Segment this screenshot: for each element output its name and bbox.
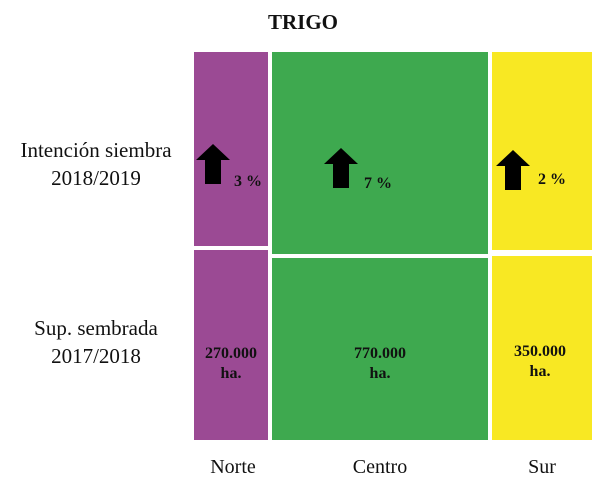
cell-sur-superficie: 350.000 ha. xyxy=(492,256,592,440)
cell-norte-superficie: 270.000 ha. xyxy=(194,250,268,440)
cell-centro-superficie: 770.000 ha. xyxy=(272,258,488,440)
arrow-up-icon xyxy=(496,150,530,190)
cell-sur-intencion: 2 % xyxy=(492,52,592,250)
cell-norte-intencion: 3 % xyxy=(194,52,268,246)
cell-norte-superficie-unit: ha. xyxy=(220,365,242,382)
row-label-intencion: Intención siembra 2018/2019 xyxy=(0,136,192,192)
cell-norte-superficie-value: 270.000 xyxy=(205,345,257,362)
cell-centro-superficie-value: 770.000 xyxy=(354,345,406,362)
cell-centro-intencion: 7 % xyxy=(272,52,488,254)
row-label-intencion-line1: Intención siembra xyxy=(20,138,172,162)
cell-sur-superficie-unit: ha. xyxy=(529,363,551,380)
cell-sur-superficie-value: 350.000 xyxy=(514,343,566,360)
cell-centro-superficie-unit: ha. xyxy=(369,365,391,382)
row-label-superficie: Sup. sembrada 2017/2018 xyxy=(0,314,192,370)
row-label-superficie-line2: 2017/2018 xyxy=(51,344,141,368)
column-label-sur: Sur xyxy=(528,456,556,478)
row-label-superficie-line1: Sup. sembrada xyxy=(34,316,158,340)
chart-title: TRIGO xyxy=(267,10,338,34)
row-label-intencion-line2: 2018/2019 xyxy=(51,166,141,190)
arrow-up-icon xyxy=(324,148,358,188)
column-label-norte: Norte xyxy=(210,456,256,478)
cell-centro-intencion-value: 7 % xyxy=(364,175,392,192)
arrow-up-icon xyxy=(196,144,230,184)
cell-sur-intencion-value: 2 % xyxy=(538,171,566,188)
column-label-centro: Centro xyxy=(352,456,408,478)
cell-norte-intencion-value: 3 % xyxy=(234,173,262,190)
